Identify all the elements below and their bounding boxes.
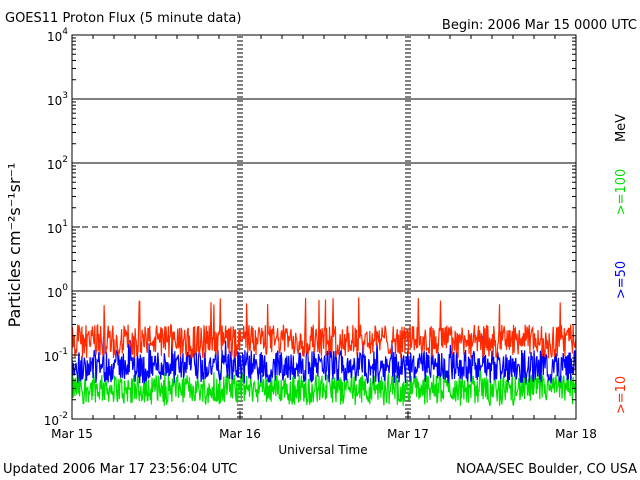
y-axis-label: Particles cm⁻²s⁻¹sr⁻¹ [5, 163, 24, 328]
chart-title: GOES11 Proton Flux (5 minute data) [5, 11, 241, 26]
y-tick-label: 10-2 [44, 411, 68, 428]
begin-time: Begin: 2006 Mar 15 0000 UTC [442, 18, 637, 33]
series-line [71, 369, 577, 407]
series-line [71, 297, 577, 359]
x-tick-label: Mar 17 [387, 427, 429, 441]
plot-area [71, 34, 577, 420]
y-tick-label: 102 [47, 155, 68, 172]
x-axis-label: Universal Time [278, 443, 367, 457]
x-tick-label: Mar 16 [219, 427, 261, 441]
legend-entry: >=50 [614, 261, 629, 299]
series-line [71, 336, 577, 385]
y-tick-label: 101 [47, 219, 68, 236]
y-tick-label: 10-1 [44, 347, 68, 364]
credit-text: NOAA/SEC Boulder, CO USA [456, 462, 637, 477]
x-tick-label: Mar 15 [51, 427, 93, 441]
y-tick-label: 104 [47, 27, 68, 44]
y-tick-label: 100 [47, 283, 68, 300]
legend-entry: >=100 [614, 169, 629, 216]
y-tick-label: 103 [47, 91, 68, 108]
x-tick-label: Mar 18 [555, 427, 597, 441]
updated-timestamp: Updated 2006 Mar 17 23:56:04 UTC [3, 462, 237, 477]
legend-unit: MeV [614, 114, 629, 142]
legend-entry: >=10 [614, 376, 629, 414]
